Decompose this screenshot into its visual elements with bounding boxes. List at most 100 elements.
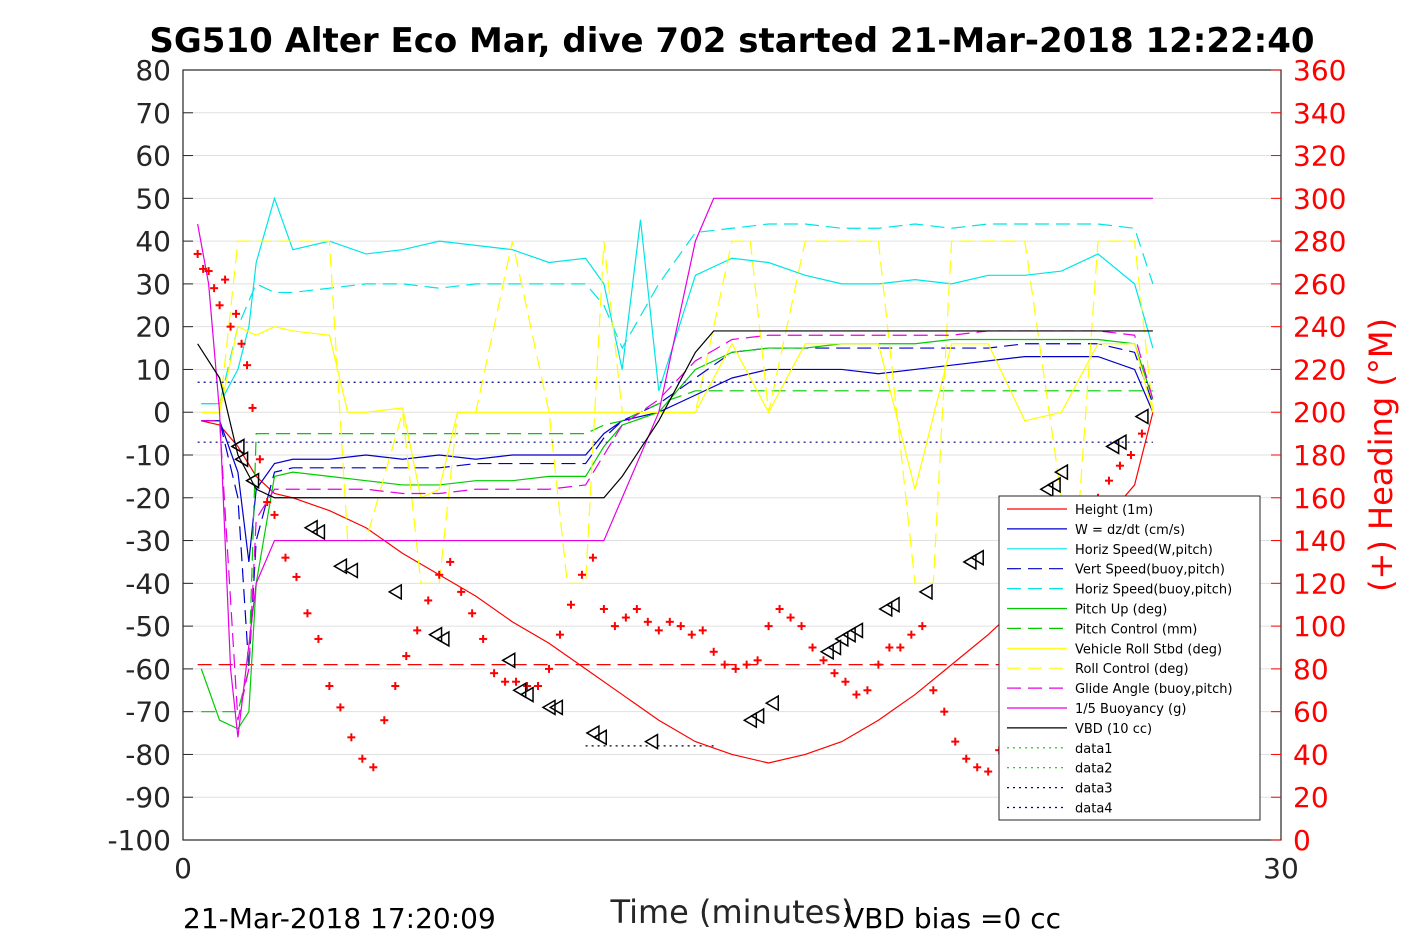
heading-point [555, 630, 564, 639]
heading-point [962, 754, 971, 763]
triangle-marker [834, 630, 849, 648]
series-line-0 [201, 412, 1154, 764]
heading-point [199, 264, 208, 273]
heading-point [314, 634, 323, 643]
triangle-marker [918, 583, 933, 601]
heading-point [281, 553, 290, 562]
y-tick-label-right: 160 [1293, 482, 1346, 515]
heading-point [221, 275, 230, 284]
triangle-marker [230, 438, 245, 455]
heading-point [534, 682, 543, 690]
heading-point [468, 609, 477, 618]
heading-point [303, 609, 312, 618]
heading-point [742, 660, 751, 669]
series-line-5 [200, 338, 1154, 730]
series-line-11 [197, 330, 1153, 499]
legend-label: Vehicle Roll Stbd (deg) [1075, 642, 1222, 657]
y-tick-label-right: 220 [1293, 353, 1346, 386]
y-tick-label-left: 40 [135, 225, 171, 258]
heading-point [210, 284, 219, 293]
y-tick-label-right: 360 [1293, 54, 1346, 87]
heading-point [255, 455, 264, 464]
y-tick-label-right: 200 [1293, 396, 1346, 429]
triangle-marker [234, 450, 249, 468]
triangle-marker [878, 600, 893, 618]
heading-point [797, 622, 806, 631]
heading-point [226, 322, 235, 331]
markers-layer [193, 249, 1149, 776]
heading-point [687, 630, 696, 639]
series-line-1 [201, 356, 1154, 563]
y-tick-label-left: 30 [135, 268, 171, 301]
triangle-marker [435, 630, 450, 648]
heading-point [263, 498, 272, 507]
y-tick-label-right: 260 [1293, 268, 1346, 301]
y-tick-label-left: -30 [125, 525, 171, 558]
triangle-marker [962, 553, 977, 571]
triangle-marker [1112, 433, 1127, 451]
heading-point [731, 664, 740, 673]
heading-point [599, 605, 608, 613]
y-tick-label-left: 70 [135, 97, 171, 130]
heading-point [347, 733, 356, 742]
heading-point [424, 596, 433, 605]
heading-point [446, 557, 455, 566]
footer-timestamp: 21-Mar-2018 17:20:09 [183, 902, 496, 935]
legend: Height (1m) W = dz/dt (cm/s) Horiz Speed(W… [998, 495, 1261, 821]
heading-point [1104, 476, 1113, 485]
heading-point [907, 630, 916, 639]
y-tick-label-right: 120 [1293, 567, 1346, 600]
y-tick-label-left: 80 [135, 54, 171, 87]
legend-label: VBD (10 cc) [1075, 722, 1152, 737]
heading-point [984, 767, 993, 776]
y-tick-label-right: 140 [1293, 525, 1346, 558]
series-line-3 [201, 343, 1154, 669]
heading-point [786, 613, 795, 622]
triangle-marker [848, 622, 864, 639]
heading-point [808, 643, 817, 652]
triangle-marker [245, 472, 260, 489]
heading-point [951, 737, 960, 746]
triangle-marker [303, 519, 318, 537]
legend-label: Roll Control (deg) [1075, 662, 1189, 677]
heading-point [248, 403, 257, 412]
heading-point [632, 605, 641, 613]
triangle-marker [512, 681, 527, 699]
heading-point [940, 707, 949, 716]
heading-point [775, 605, 784, 613]
heading-point [973, 763, 982, 772]
x-axis-label: Time (minutes) [610, 893, 854, 931]
triangle-marker [1046, 476, 1061, 494]
y-tick-label-right: 340 [1293, 97, 1346, 130]
series-line-4 [201, 223, 1154, 405]
heading-point [369, 763, 378, 772]
legend-label: W = dz/dt (cm/s) [1075, 523, 1185, 538]
heading-point [193, 249, 202, 258]
legend-label: Vert Speed(buoy,pitch) [1075, 563, 1225, 578]
legend-label: Pitch Up (deg) [1075, 603, 1167, 618]
legend-label: Pitch Control (mm) [1075, 622, 1197, 637]
triangle-marker [585, 724, 600, 742]
series-line-8 [201, 240, 1154, 584]
y-tick-label-left: 60 [135, 140, 171, 173]
triangle-marker [1105, 438, 1120, 455]
series-line-7 [201, 325, 1154, 499]
heading-point [243, 361, 252, 370]
y-tick-label-right: 240 [1293, 311, 1346, 344]
heading-point [545, 664, 553, 673]
triangle-marker [764, 694, 780, 712]
y-tick-label-left: 50 [135, 182, 171, 215]
chart-title: SG510 Alter Eco Mar, dive 702 started 21… [149, 21, 1314, 61]
legend-box [998, 495, 1261, 821]
heading-point [566, 600, 575, 609]
legend-label: 1/5 Buoyancy (g) [1075, 702, 1186, 717]
legend-label: Glide Angle (buoy,pitch) [1075, 682, 1233, 697]
heading-point [512, 677, 521, 686]
y-tick-label-left: -10 [125, 439, 171, 472]
triangle-marker [742, 711, 758, 729]
series-line-2 [201, 196, 1154, 405]
heading-point [863, 686, 872, 695]
y-tick-label-left: 0 [153, 396, 171, 429]
y-tick-label-right: 0 [1293, 824, 1311, 857]
